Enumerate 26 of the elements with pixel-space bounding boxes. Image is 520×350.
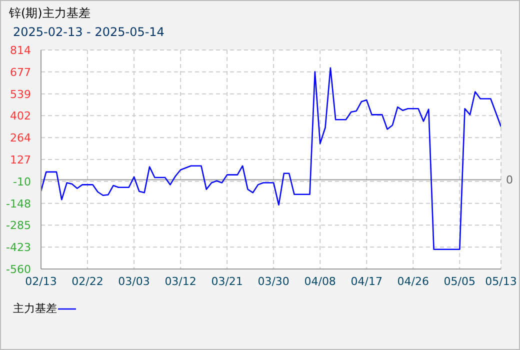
- x-tick-label: 03/12: [164, 274, 196, 288]
- chart-title: 锌(期)主力基差: [9, 5, 90, 22]
- x-tick-label: 03/21: [211, 274, 243, 288]
- y-tick-label: 127: [10, 154, 31, 166]
- y-tick-label: -423: [6, 241, 31, 254]
- ref-line-label: 0: [506, 174, 513, 187]
- y-tick-label: -560: [6, 263, 31, 276]
- y-tick-label: 814: [10, 44, 31, 57]
- chart-subtitle: 2025-02-13 - 2025-05-14: [13, 25, 164, 39]
- x-tick-label: 02/22: [72, 274, 104, 288]
- x-tick-label: 04/17: [350, 274, 382, 288]
- x-tick-label: 02/13: [25, 274, 57, 288]
- x-tick-label: 03/30: [258, 274, 290, 288]
- y-tick-label: 539: [10, 88, 31, 101]
- x-tick-label: 04/08: [304, 274, 336, 288]
- y-tick-label: -148: [6, 197, 31, 210]
- y-tick-label: 677: [10, 66, 31, 79]
- y-tick-label: -10: [13, 175, 31, 188]
- x-tick-label: 04/26: [397, 274, 429, 288]
- x-tick-label: 03/03: [118, 274, 150, 288]
- x-tick-label: 05/13: [485, 274, 517, 288]
- y-tick-label: -285: [6, 219, 31, 232]
- y-tick-label: 402: [10, 110, 31, 123]
- legend-label: 主力基差: [13, 301, 57, 316]
- y-tick-label: 264: [10, 132, 31, 145]
- x-tick-label: 05/05: [444, 274, 476, 288]
